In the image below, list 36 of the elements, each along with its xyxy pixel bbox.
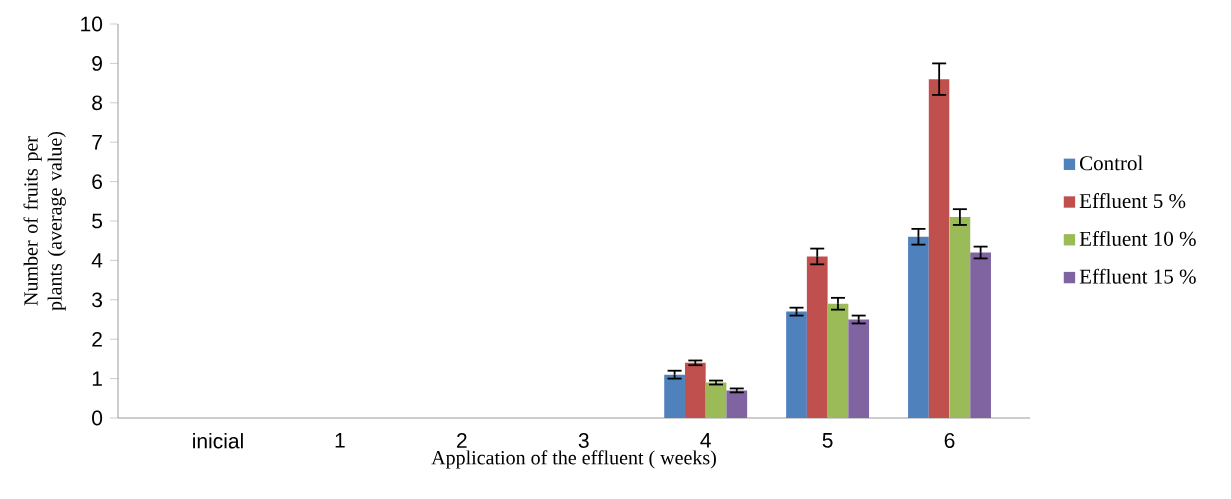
bar (726, 390, 748, 418)
bar (928, 79, 950, 418)
x-tick-label: 2 (457, 433, 467, 448)
y-axis-title: Number of fruits per plants (average value) (23, 131, 66, 311)
legend-label: Control (1079, 155, 1143, 171)
bar (806, 256, 828, 418)
legend-label: Effluent 5 % (1079, 193, 1186, 209)
x-tick-label: 4 (700, 433, 711, 448)
bar (908, 236, 929, 418)
bar (684, 362, 706, 418)
bar (848, 319, 870, 418)
x-tick-label: inicial (193, 433, 243, 449)
y-tick-label: 0 (92, 410, 103, 426)
x-tick-label: 5 (822, 433, 833, 448)
y-tick-label: 1 (92, 371, 102, 386)
bar (664, 374, 685, 418)
bar (705, 382, 727, 418)
bar (827, 303, 849, 418)
legend-label: Effluent 15 % (1079, 268, 1196, 284)
x-tick-label: 3 (578, 433, 589, 448)
y-tick-label: 3 (92, 292, 103, 308)
y-tick-label: 6 (92, 174, 103, 190)
legend-label: Effluent 10 % (1079, 230, 1196, 246)
y-tick-label: 8 (92, 95, 103, 111)
x-axis-title: Application of the effluent ( weeks) (431, 450, 716, 469)
x-tick-label: 1 (335, 433, 345, 448)
y-tick-label: 4 (91, 253, 103, 268)
y-tick-label: 5 (92, 213, 103, 229)
x-tick-label: 6 (944, 433, 955, 448)
y-tick-label: 2 (92, 331, 102, 347)
y-tick-label: 7 (92, 135, 102, 150)
bar (970, 252, 991, 418)
y-tick-label: 10 (81, 16, 103, 32)
y-tick-label: 9 (92, 55, 102, 71)
bar (786, 311, 807, 418)
bar (949, 217, 971, 418)
